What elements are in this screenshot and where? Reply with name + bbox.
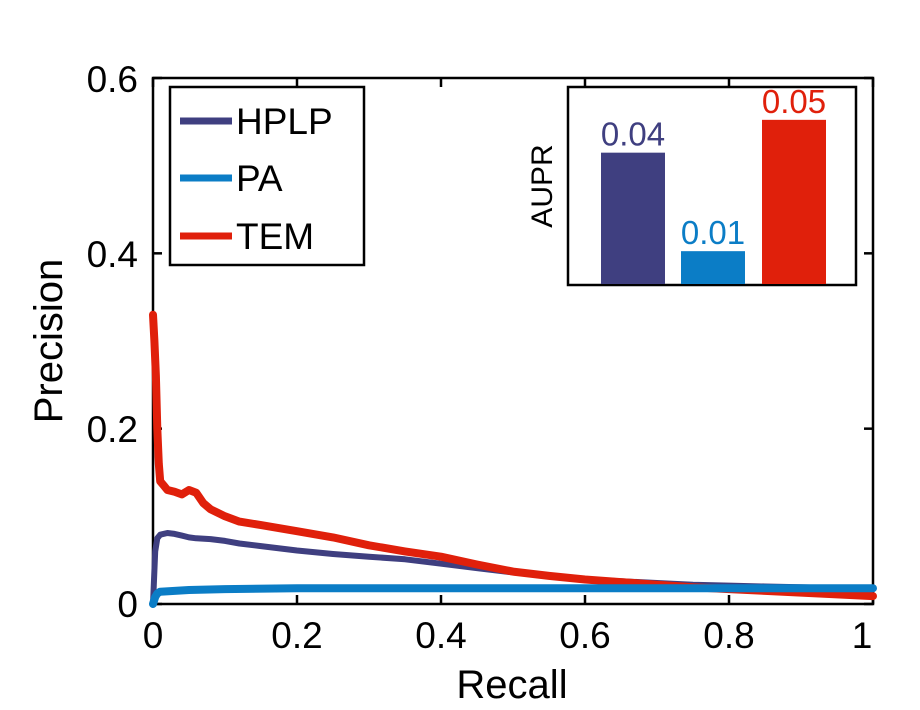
x-tick-label: 0 xyxy=(143,615,164,656)
y-tick-label: 0 xyxy=(117,584,138,625)
x-tick-label: 0.4 xyxy=(415,615,466,656)
legend: HPLP PA TEM xyxy=(168,85,366,267)
x-tick-label: 1 xyxy=(852,615,873,656)
y-tick-label: 0.6 xyxy=(87,59,138,100)
x-tick-label: 0.8 xyxy=(703,615,754,656)
x-tick-labels: 0 0.2 0.4 0.6 0.8 1 xyxy=(143,615,873,656)
series-lines xyxy=(149,310,877,608)
bar-value-label-pa: 0.01 xyxy=(681,214,745,251)
x-axis-title: Recall xyxy=(456,663,567,707)
inset-aupr-chart: AUPR 0.04 0.01 0.05 xyxy=(526,83,858,287)
y-tick-label: 0.2 xyxy=(87,409,138,450)
bar-pa xyxy=(681,251,745,284)
bar-tem xyxy=(762,119,826,284)
bar-value-label-hplp: 0.04 xyxy=(601,116,665,153)
legend-label-pa: PA xyxy=(236,158,283,199)
legend-label-tem: TEM xyxy=(236,216,314,257)
y-tick-labels: 0 0.2 0.4 0.6 xyxy=(87,59,138,625)
bar-hplp xyxy=(601,152,665,284)
bar-value-label-tem: 0.05 xyxy=(762,83,826,120)
y-tick-label: 0.4 xyxy=(87,234,138,275)
x-tick-label: 0.2 xyxy=(271,615,322,656)
y-axis-title: Precision xyxy=(27,259,71,424)
x-tick-label: 0.6 xyxy=(559,615,610,656)
legend-label-hplp: HPLP xyxy=(236,101,333,142)
inset-y-axis-title: AUPR xyxy=(526,144,559,227)
series-line-pa xyxy=(149,584,877,608)
